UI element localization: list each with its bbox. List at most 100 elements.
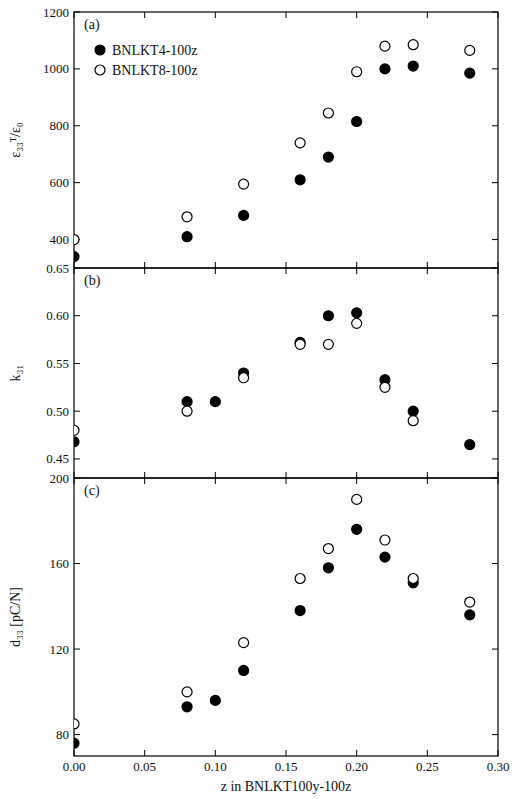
- data-point: [74, 738, 79, 748]
- panel-letter: (b): [84, 273, 101, 289]
- x-tick-label: 0.30: [487, 759, 510, 774]
- y-tick: [492, 411, 498, 412]
- data-point: [295, 339, 305, 349]
- y-tick: [492, 68, 498, 69]
- x-tick: [427, 750, 428, 756]
- x-axis-title: z in BNLKT100y-100z: [221, 779, 352, 794]
- y-axis-title: k₃₁: [8, 365, 23, 382]
- y-tick: [74, 734, 80, 735]
- x-tick: [74, 750, 75, 756]
- panel-letter: (c): [84, 483, 100, 499]
- x-tick: [498, 12, 499, 18]
- y-tick: [492, 458, 498, 459]
- data-point: [408, 61, 418, 71]
- x-tick: [215, 268, 216, 274]
- data-points: [74, 308, 475, 450]
- x-tick: [356, 12, 357, 18]
- data-point: [380, 552, 390, 562]
- data-point: [465, 45, 475, 55]
- x-tick-label: 0.10: [204, 759, 227, 774]
- x-tick: [74, 478, 75, 484]
- panel-letter: (a): [84, 17, 100, 33]
- x-tick: [356, 268, 357, 274]
- y-tick-label: 0.65: [46, 261, 69, 276]
- x-tick: [286, 472, 287, 478]
- panel: 0.450.500.550.600.65k₃₁(b): [8, 261, 498, 479]
- x-tick: [74, 268, 75, 274]
- data-point: [323, 563, 333, 573]
- x-tick: [144, 12, 145, 18]
- data-points: [74, 40, 475, 262]
- y-tick-label: 600: [50, 175, 70, 190]
- x-tick-label: 0.15: [275, 759, 298, 774]
- y-tick-label: 120: [50, 642, 70, 657]
- y-tick-label: 200: [50, 471, 70, 486]
- x-tick: [215, 478, 216, 484]
- x-tick: [286, 750, 287, 756]
- data-point: [323, 108, 333, 118]
- data-point: [380, 41, 390, 51]
- x-tick: [427, 268, 428, 274]
- x-tick-label: 0.20: [345, 759, 368, 774]
- y-tick: [74, 478, 80, 479]
- x-tick: [144, 472, 145, 478]
- y-tick: [492, 734, 498, 735]
- x-tick: [356, 472, 357, 478]
- data-point: [74, 235, 79, 245]
- data-point: [352, 494, 362, 504]
- data-point: [182, 212, 192, 222]
- data-point: [239, 210, 249, 220]
- y-tick: [74, 268, 80, 269]
- x-tick: [356, 478, 357, 484]
- x-tick: [144, 478, 145, 484]
- data-point: [352, 318, 362, 328]
- data-point: [295, 574, 305, 584]
- x-tick: [286, 262, 287, 268]
- data-point: [182, 232, 192, 242]
- x-tick: [286, 268, 287, 274]
- x-tick: [74, 12, 75, 18]
- y-tick: [74, 649, 80, 650]
- data-point: [465, 597, 475, 607]
- data-point: [352, 308, 362, 318]
- x-tick: [215, 12, 216, 18]
- x-tick: [286, 478, 287, 484]
- plot-frame: [74, 12, 498, 268]
- y-tick: [492, 478, 498, 479]
- y-tick: [492, 239, 498, 240]
- y-tick: [492, 649, 498, 650]
- y-axis-title: d₃₃ [pC/N]: [8, 587, 23, 647]
- data-point: [210, 695, 220, 705]
- y-tick-label: 0.50: [46, 404, 69, 419]
- data-point: [380, 382, 390, 392]
- x-tick: [427, 478, 428, 484]
- data-point: [74, 719, 79, 729]
- data-point: [74, 425, 79, 435]
- y-tick: [492, 363, 498, 364]
- legend: BNLKT4-100zBNLKT8-100z: [95, 43, 198, 78]
- data-point: [408, 40, 418, 50]
- data-point: [465, 68, 475, 78]
- y-tick-label: 0.45: [46, 451, 69, 466]
- x-tick: [144, 750, 145, 756]
- y-tick: [74, 563, 80, 564]
- data-point: [239, 665, 249, 675]
- data-point: [408, 406, 418, 416]
- y-tick: [492, 12, 498, 13]
- data-point: [352, 117, 362, 127]
- y-tick: [74, 411, 80, 412]
- x-tick: [427, 12, 428, 18]
- x-tick: [144, 262, 145, 268]
- y-tick: [74, 315, 80, 316]
- figure: 40060080010001200ε₃₃ᵀ/ε₀(a)BNLKT4-100zBN…: [0, 0, 524, 799]
- x-tick: [427, 262, 428, 268]
- data-point: [408, 574, 418, 584]
- x-tick: [144, 268, 145, 274]
- y-tick-label: 1200: [43, 5, 69, 20]
- y-tick: [74, 125, 80, 126]
- y-tick: [492, 125, 498, 126]
- data-point: [465, 610, 475, 620]
- y-tick: [74, 68, 80, 69]
- data-point: [295, 606, 305, 616]
- panel: 40060080010001200ε₃₃ᵀ/ε₀(a)BNLKT4-100zBN…: [8, 5, 498, 269]
